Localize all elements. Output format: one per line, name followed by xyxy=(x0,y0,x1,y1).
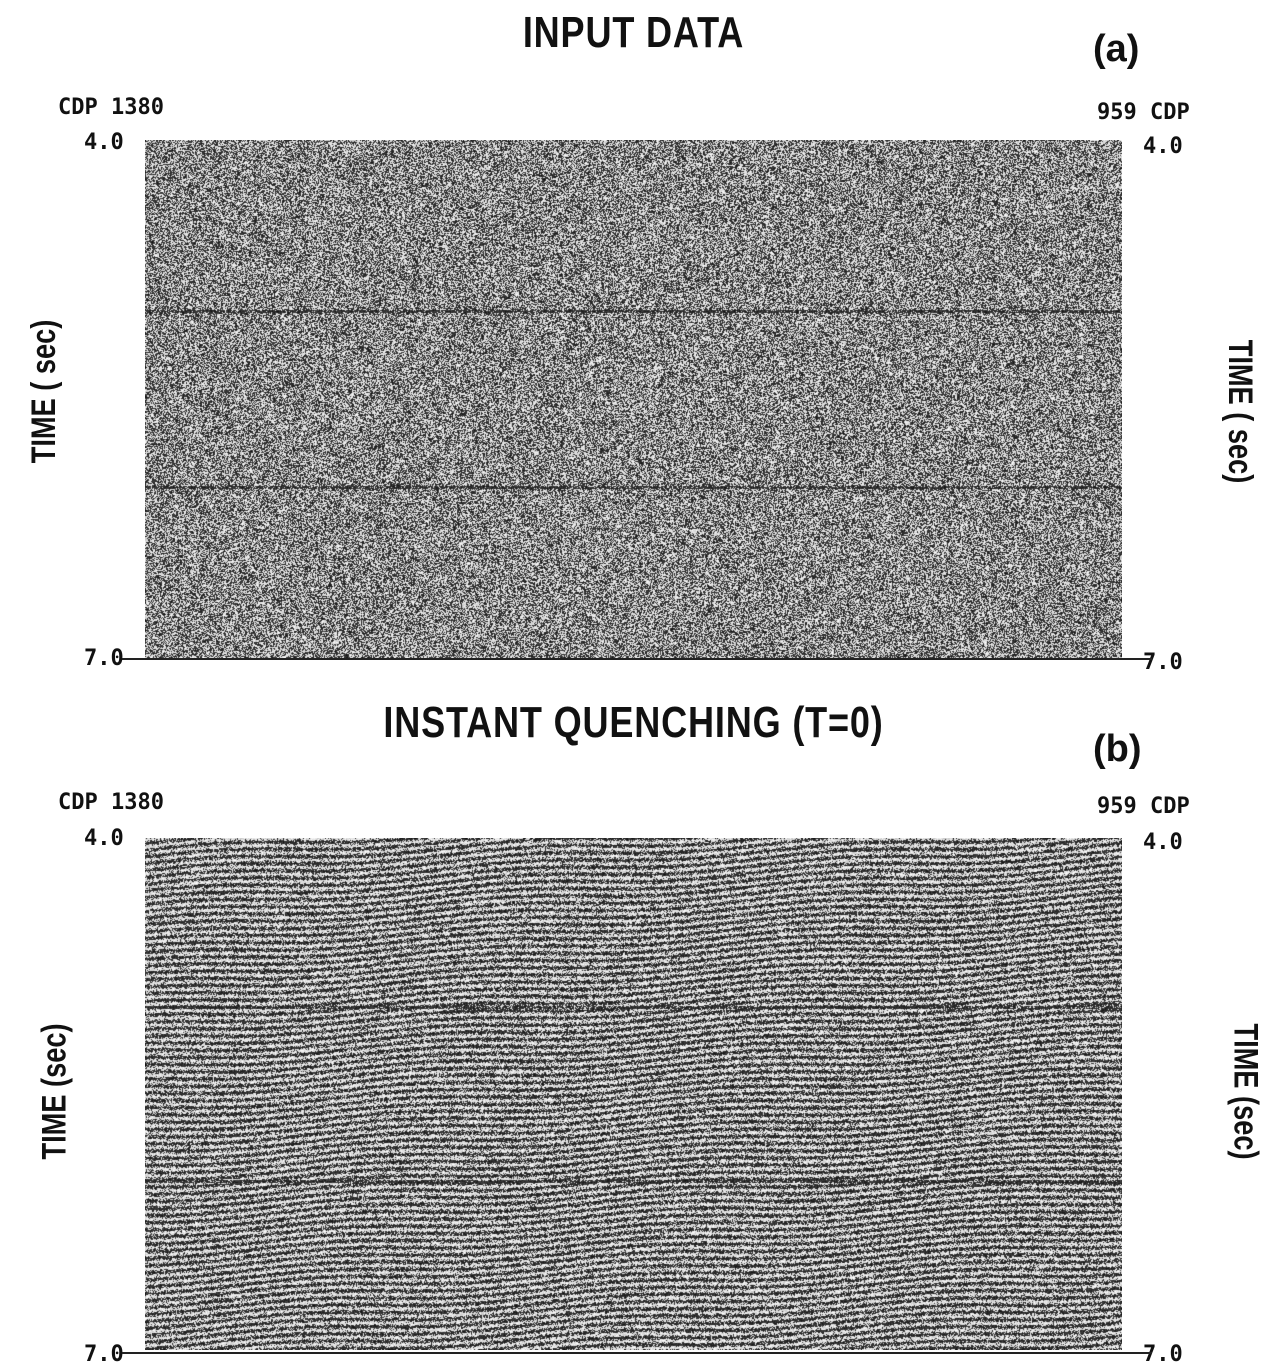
panel-a-bottom-axis-line xyxy=(122,658,1152,660)
panel-b-title: INSTANT QUENCHING (T=0) xyxy=(383,698,884,747)
panel-b-left-bottom-time: 7.0 xyxy=(84,1342,124,1367)
panel-a: INPUT DATA (a) CDP 1380 959 CDP 4.0 4.0 … xyxy=(0,0,1267,680)
panel-b-seismic-canvas xyxy=(145,838,1122,1350)
panel-a-tag: (a) xyxy=(1093,28,1140,70)
panel-b-right-cdp: 959 CDP xyxy=(1097,794,1190,819)
panel-b-left-top-time: 4.0 xyxy=(84,826,124,851)
panel-a-left-axis-label: TIME ( sec) xyxy=(25,319,64,464)
panel-b-right-top-time: 4.0 xyxy=(1143,830,1183,855)
panel-b-seismic-section xyxy=(145,838,1122,1350)
panel-b-right-axis-label: TIME (sec) xyxy=(1226,1023,1265,1160)
panel-b-tag: (b) xyxy=(1093,728,1142,770)
panel-a-seismic-canvas xyxy=(145,140,1122,658)
panel-a-right-top-time: 4.0 xyxy=(1143,134,1183,159)
panel-b: INSTANT QUENCHING (T=0) (b) CDP 1380 959… xyxy=(0,690,1267,1369)
panel-a-right-cdp: 959 CDP xyxy=(1097,100,1190,125)
panel-a-seismic-section xyxy=(145,140,1122,658)
panel-a-title: INPUT DATA xyxy=(522,8,745,57)
panel-a-left-cdp: CDP 1380 xyxy=(58,95,164,120)
panel-a-right-bottom-time: 7.0 xyxy=(1143,650,1183,675)
panel-a-right-axis-label: TIME ( sec) xyxy=(1221,339,1260,484)
panel-b-left-axis-label: TIME (sec) xyxy=(35,1023,74,1160)
panel-b-bottom-axis-line xyxy=(122,1352,1152,1354)
panel-a-left-bottom-time: 7.0 xyxy=(84,646,124,671)
panel-b-right-bottom-time: 7.0 xyxy=(1143,1342,1183,1367)
panel-a-left-top-time: 4.0 xyxy=(84,130,124,155)
panel-b-left-cdp: CDP 1380 xyxy=(58,790,164,815)
